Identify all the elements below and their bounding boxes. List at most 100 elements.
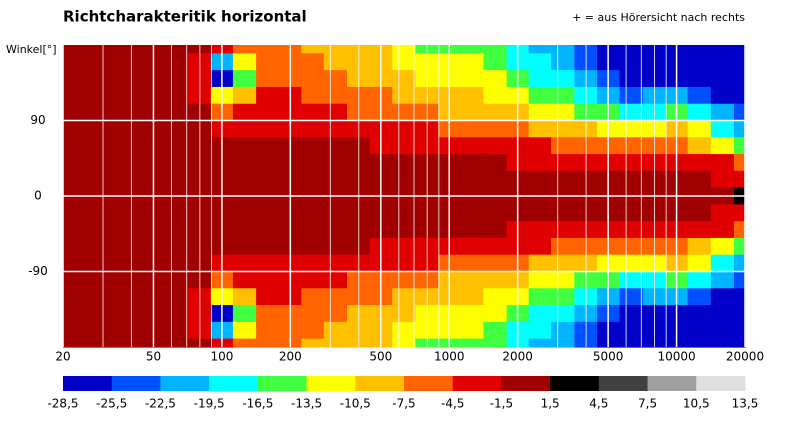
heat-cell: [710, 305, 735, 323]
heat-cell: [551, 45, 575, 54]
colorbar-swatch: [257, 376, 308, 391]
x-tick-label: 10000: [657, 350, 695, 364]
heat-cell: [460, 204, 485, 222]
heat-cell: [483, 237, 508, 256]
heat-cell: [392, 86, 417, 105]
heat-cell: [687, 254, 712, 273]
axes: 20 50 100 200 500 1000 2000 5000 10000 20000 90 0 -9…: [28, 113, 764, 364]
heat-cell: [687, 53, 712, 71]
heat-cell: [232, 338, 257, 348]
colorbar-swatch: [404, 376, 454, 391]
heat-cell: [460, 154, 485, 172]
heat-cell: [392, 170, 417, 189]
heat-cell: [232, 288, 257, 306]
heat-cell: [74, 204, 98, 222]
heat-cell: [687, 321, 712, 340]
heat-cell: [164, 86, 189, 105]
heat-cell: [733, 170, 746, 189]
heat-cell: [164, 321, 189, 340]
heat-cell: [687, 237, 712, 256]
heat-cell: [619, 204, 644, 222]
heat-cell: [74, 305, 98, 323]
heat-cell: [460, 338, 485, 348]
heat-cell: [551, 103, 575, 122]
heat-cell: [301, 321, 325, 340]
colorbar-swatch: [452, 376, 502, 391]
colorbar-label: 4,5: [589, 397, 608, 411]
colorbar-label: 13,5: [732, 397, 759, 411]
heat-cell: [301, 86, 325, 105]
heat-cell: [460, 305, 485, 323]
heat-cell: [710, 204, 735, 222]
heat-cell: [528, 53, 552, 71]
heat-cell: [323, 103, 348, 122]
heat-cell: [97, 254, 122, 273]
heat-cell: [710, 288, 735, 306]
heat-cell: [63, 305, 75, 323]
heat-cell: [164, 305, 189, 323]
colorbar-swatch: [355, 376, 405, 391]
heat-cell: [323, 137, 348, 155]
heat-cell: [256, 154, 280, 172]
x-tick-label: 20: [55, 350, 70, 364]
heat-cell: [733, 70, 746, 88]
heat-cell: [323, 53, 348, 71]
heat-cell: [232, 120, 257, 138]
heat-cell: [164, 103, 189, 122]
heat-cell: [733, 288, 746, 306]
heat-cell: [551, 338, 575, 348]
heat-cell: [74, 254, 98, 273]
heat-cell: [619, 338, 644, 348]
colorbar-swatch: [306, 376, 356, 391]
heat-cell: [256, 86, 280, 105]
heat-cell: [323, 120, 348, 138]
heat-cell: [323, 271, 348, 289]
heat-cell: [301, 271, 325, 289]
heat-cell: [710, 70, 735, 88]
heat-cell: [551, 221, 575, 239]
heat-cell: [74, 338, 98, 348]
heat-cell: [74, 103, 98, 122]
heat-cell: [687, 221, 712, 239]
heat-cell: [164, 221, 189, 239]
heat-cell: [528, 321, 552, 340]
heat-cell: [232, 170, 257, 189]
heat-cell: [256, 204, 280, 222]
heat-cell: [687, 103, 712, 122]
heat-cell: [164, 154, 189, 172]
heat-cell: [63, 288, 75, 306]
heat-cell: [733, 221, 746, 239]
heat-cell: [164, 288, 189, 306]
heat-cell: [74, 271, 98, 289]
heat-cell: [63, 321, 75, 340]
heat-cell: [323, 86, 348, 105]
heat-cell: [164, 254, 189, 273]
heat-cell: [97, 120, 122, 138]
y-tick-label: -90: [28, 264, 48, 278]
heat-cell: [256, 137, 280, 155]
heat-cell: [551, 237, 575, 256]
colorbar-swatch: [501, 376, 551, 391]
heat-cell: [97, 86, 122, 105]
heat-cell: [392, 271, 417, 289]
heat-cell: [392, 204, 417, 222]
colorbar-label: -13,5: [291, 397, 322, 411]
heat-cell: [528, 204, 552, 222]
heat-cell: [392, 45, 417, 54]
heat-cell: [97, 154, 122, 172]
heat-cell: [63, 86, 75, 105]
heat-cell: [301, 170, 325, 189]
heat-cell: [528, 137, 552, 155]
x-tick-label: 500: [369, 350, 392, 364]
heat-cell: [232, 154, 257, 172]
heat-cell: [528, 120, 552, 138]
heat-cell: [301, 254, 325, 273]
heat-cell: [619, 53, 644, 71]
heat-cell: [232, 137, 257, 155]
heat-cell: [392, 70, 417, 88]
heat-cell: [551, 271, 575, 289]
heat-cell: [392, 288, 417, 306]
heat-cell: [483, 45, 508, 54]
heat-cell: [733, 204, 746, 222]
